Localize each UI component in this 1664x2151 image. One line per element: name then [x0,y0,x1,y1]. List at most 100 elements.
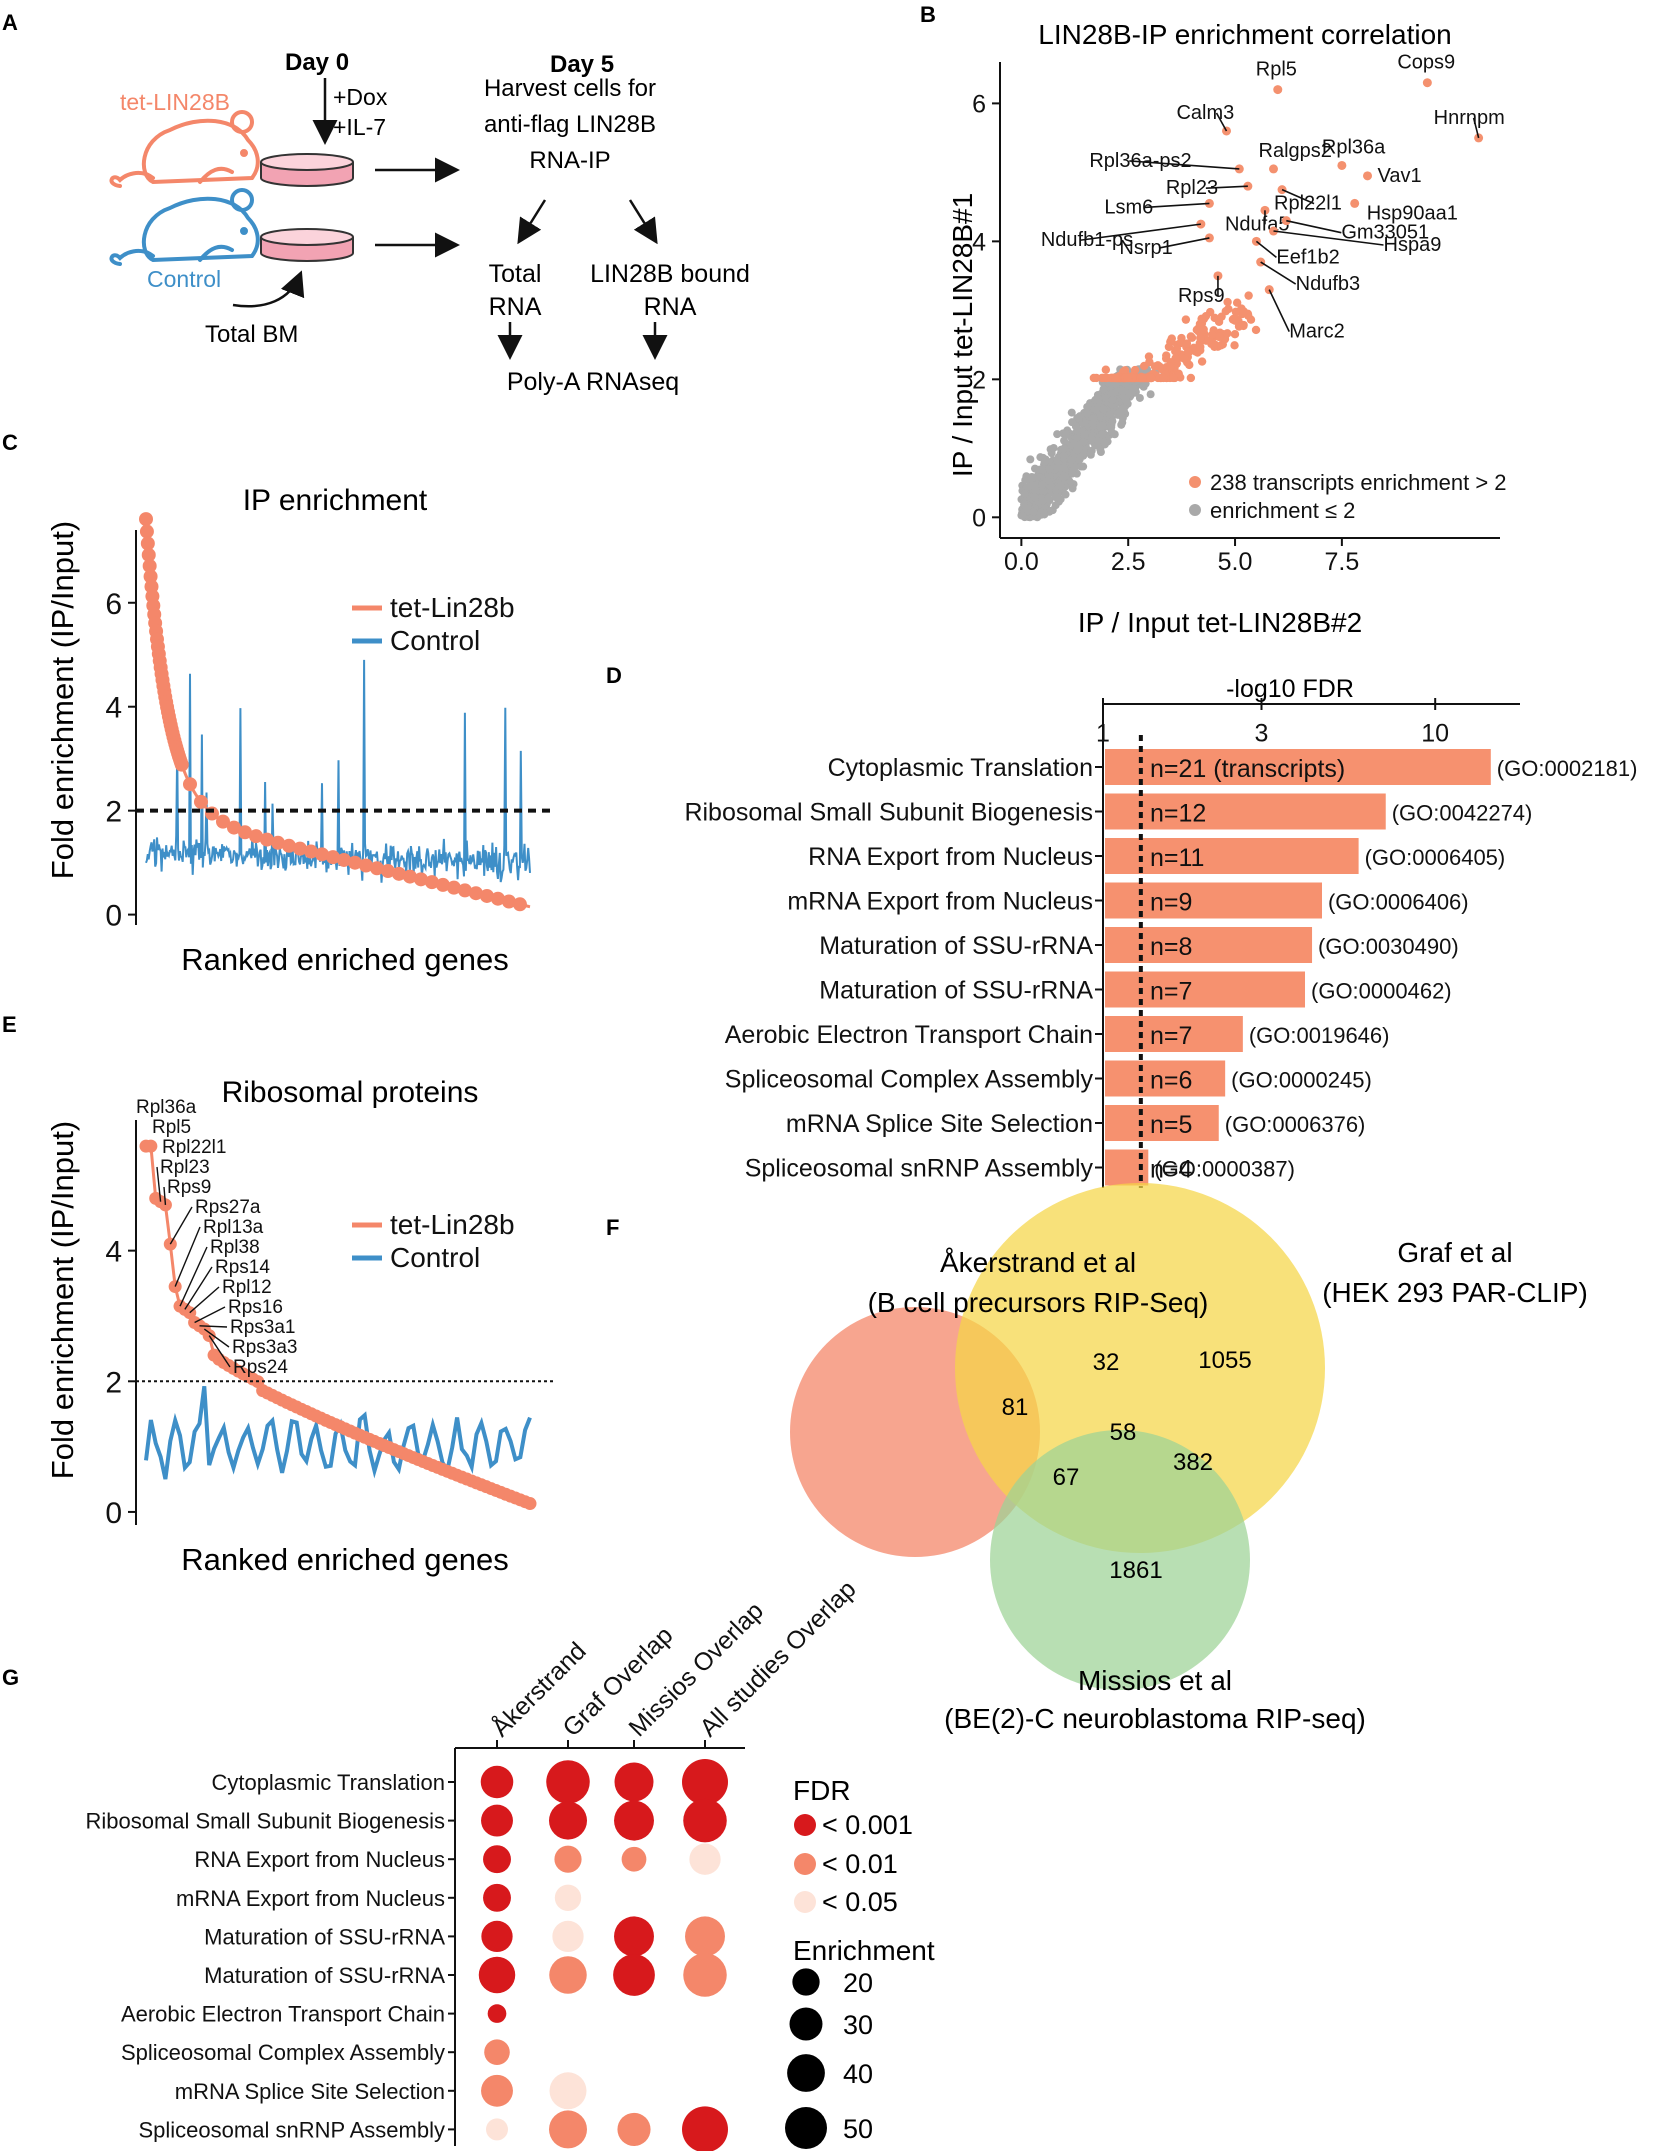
label-leader [1268,289,1290,332]
tet-mouse-icon [109,110,260,188]
scatter-point [1039,487,1048,496]
scatter-point [1092,440,1101,449]
series-tet-point [468,886,483,901]
ribosomal-label: Rpl12 [222,1277,272,1298]
series-tet-point [142,558,157,573]
scatter-point-enriched [1169,373,1178,383]
row-label: Ribosomal Small Subunit Biogenesis [85,1809,445,1834]
fdr-legend-label-2: < 0.01 [822,1849,898,1879]
scatter-point [1119,404,1128,413]
series-tet-point [336,852,351,867]
scatter-point-enriched [1182,339,1192,348]
bar [1105,749,1491,785]
point-label: Rpl36a-ps2 [1089,150,1191,172]
scatter-point-enriched [1239,307,1249,316]
go-term-label: (GO:0019646) [1249,1023,1390,1048]
panel-f: F Åkerstrand et al (B cell precursors RI… [606,1183,1588,1734]
ribosomal-label: Rpl13a [203,1217,264,1238]
label-leader [1281,188,1315,205]
ribosomal-label: Rps14 [215,1257,270,1278]
venn-count-abc: 58 [1110,1419,1137,1446]
y-tick-label: 0 [105,900,122,933]
scatter-point-enriched [1186,332,1196,341]
series-tet-point [457,883,472,898]
scatter-point-enriched [1186,373,1196,383]
label-leader [189,1286,220,1314]
arrow-down-icon [517,199,547,245]
point-label: Ralgps2 [1259,140,1332,162]
label-leader [1260,261,1297,285]
scatter-point [1095,412,1104,421]
scatter-point [1061,430,1070,439]
x-tick-label: 5.0 [1218,548,1253,576]
bound-rna-line-2: RNA [644,293,697,321]
scatter-point [1051,501,1060,510]
arrow-down-icon [628,199,658,245]
scatter-point-enriched [1197,357,1207,366]
y-tick-label: 0 [105,1497,122,1530]
fdr-legend-dot [794,1814,816,1836]
scatter-point-enriched [1150,362,1160,371]
scatter-point-enriched [1199,325,1208,334]
go-term-label: (GO:0030490) [1318,934,1459,959]
point-label: Vav1 [1378,165,1422,187]
scatter-point [1049,443,1058,452]
category-label: mRNA Export from Nucleus [787,888,1093,916]
x-tick-label: 1 [1096,720,1110,748]
category-label: Spliceosomal Complex Assembly [725,1066,1094,1094]
series-tet-point [391,866,406,881]
scatter-point [1099,385,1108,394]
series-tet-point [143,569,158,584]
dot [617,2112,651,2146]
row-label: Aerobic Electron Transport Chain [121,2002,445,2027]
category-label: Spliceosomal snRNP Assembly [745,1155,1094,1183]
dot [682,1759,728,1805]
scatter-point-enriched [1166,337,1175,347]
label-leader [179,1246,208,1307]
dox-label: +Dox [333,84,388,110]
ribosomal-label: Rpl5 [152,1117,191,1138]
go-term-label: (GO:0000462) [1311,979,1452,1004]
scatter-point-enriched [1197,314,1206,324]
scatter-point [1073,433,1082,442]
point-label: Rpl5 [1256,59,1297,81]
scatter-point-enriched [1172,347,1181,356]
count-label: n=6 [1150,1067,1192,1095]
bar [1105,927,1313,963]
count-label: n=21 (transcripts) [1150,755,1345,783]
row-label: Maturation of SSU-rRNA [204,1924,445,1949]
scatter-point-enriched [1177,333,1186,343]
dot [689,1843,721,1875]
scatter-point-enriched [1196,342,1205,352]
chart-c-title: IP enrichment [243,484,428,517]
point-label: Cops9 [1397,52,1455,74]
go-term-label: (GO:0006405) [1365,845,1506,870]
series-tet-point [182,777,197,792]
ribosomal-label: Rps27a [195,1197,261,1218]
y-tick-label: 2 [105,1366,122,1399]
scatter-point [1067,455,1076,464]
count-label: n=12 [1150,800,1206,828]
venn-set-akerstrand: Åkerstrand et al [940,1247,1136,1278]
chart-b-xlabel: IP / Input tet-LIN28B#2 [1078,607,1362,638]
series-tet-point [380,864,395,879]
chart-c-ylabel: Fold enrichment (IP/Input) [45,521,80,879]
panel-label-a: A [2,10,18,35]
total-rna-line-1: Total [489,260,542,288]
label-leader [169,1206,193,1245]
scatter-point-enriched [1089,373,1099,383]
scatter-point-enriched [1110,373,1120,383]
category-label: Aerobic Electron Transport Chain [725,1021,1093,1049]
scatter-point [1102,394,1111,403]
size-legend-dot [785,2107,827,2149]
legend-label-control: Control [390,625,480,656]
dot [484,2039,510,2065]
venn-count-b-only: 1055 [1198,1347,1251,1374]
scatter-point [1030,493,1039,502]
tet-lin28b-label: tet-LIN28B [120,89,230,115]
fdr-legend-label-3: < 0.05 [822,1887,898,1917]
day0-label: Day 0 [285,49,349,76]
